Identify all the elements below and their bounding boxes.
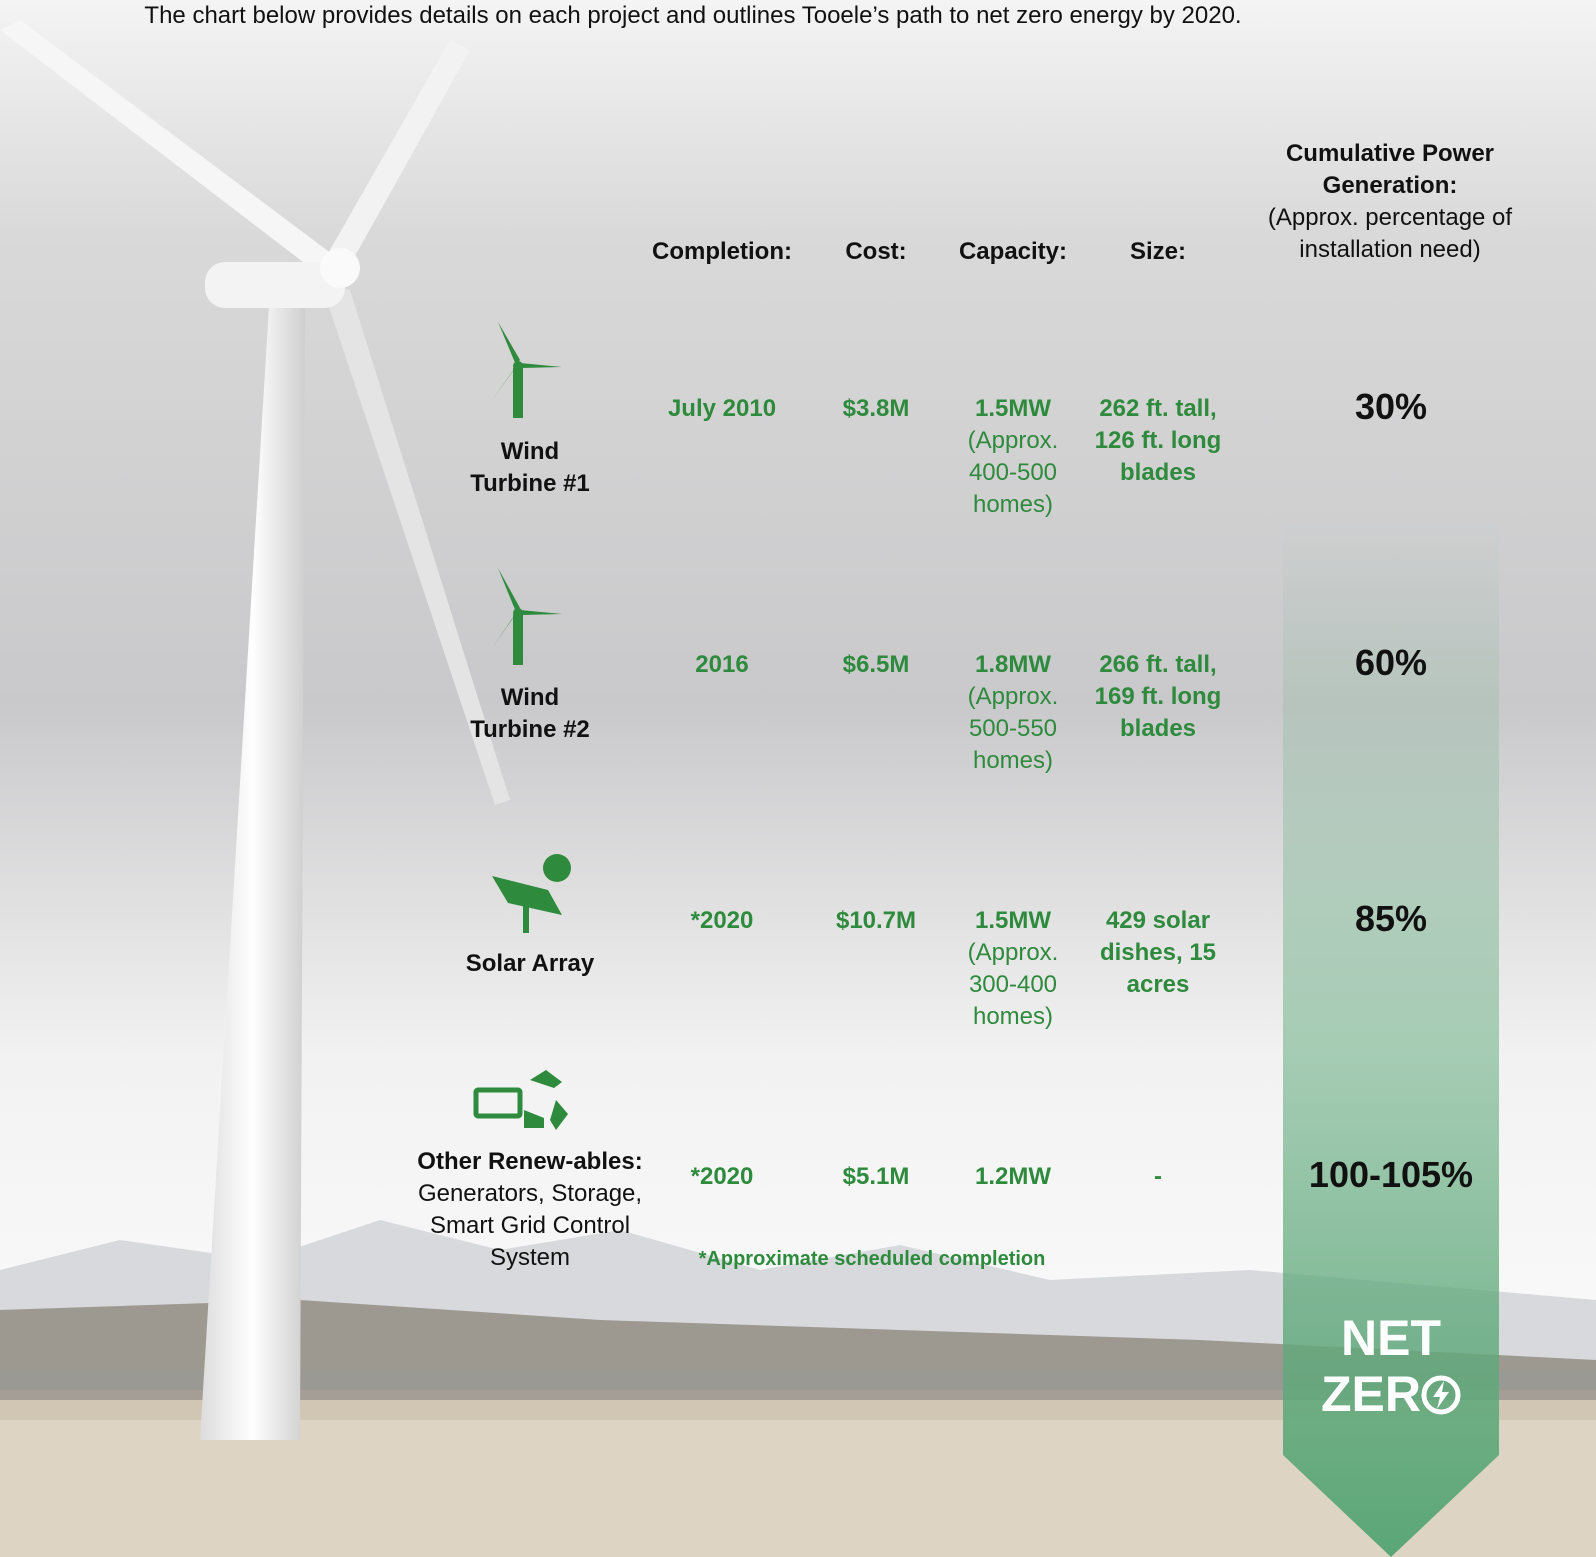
header: Completion: [652, 236, 792, 268]
project-line: Turbine #1 [405, 468, 655, 500]
cost: $3.8M [843, 393, 910, 425]
page: The chart below provides details on each… [0, 0, 1596, 1557]
project: Other Renew-ables: Generators, Storage, … [405, 1146, 655, 1274]
size: 429 solar dishes, 15 acres [1083, 905, 1233, 1001]
cost: $6.5M [843, 649, 910, 681]
capacity: 1.2MW [958, 1161, 1068, 1193]
intro: The chart below provides details on each… [144, 0, 1241, 32]
badge-line: NET [1321, 1310, 1461, 1366]
cumulative: 30% [1355, 391, 1427, 423]
size: 262 ft. tall, 126 ft. long blades [1083, 393, 1233, 489]
project-line: Solar Array [405, 948, 655, 980]
completion: 2016 [695, 649, 748, 681]
capacity-value: 1.8MW [958, 649, 1068, 681]
capacity-note: (Approx. 500-550 homes) [958, 681, 1068, 777]
bolt-icon [1421, 1375, 1461, 1415]
capacity-value: 1.5MW [958, 905, 1068, 937]
cumulative: 85% [1355, 903, 1427, 935]
completion: *2020 [691, 905, 754, 937]
project-line: Generators, Storage, Smart Grid Control … [418, 1180, 642, 1271]
cumulative: 60% [1355, 647, 1427, 679]
capacity-note: (Approx. 400-500 homes) [958, 425, 1068, 521]
size: - [1083, 1161, 1233, 1193]
badge-line: ZER [1321, 1366, 1421, 1422]
capacity-note: (Approx. 300-400 homes) [958, 937, 1068, 1033]
project-line: Turbine #2 [405, 714, 655, 746]
header: Cost: [845, 236, 906, 268]
project-line: Other Renew-ables: [417, 1148, 642, 1175]
footnote: *Approximate scheduled completion [699, 1243, 1046, 1275]
cost: $5.1M [843, 1161, 910, 1193]
capacity: 1.5MW(Approx. 400-500 homes) [958, 393, 1068, 521]
header: Capacity: [959, 236, 1067, 268]
header-group: Cumulative Power Generation: (Approx. pe… [1260, 138, 1520, 266]
completion: *2020 [691, 1161, 754, 1193]
capacity-value: 1.5MW [958, 393, 1068, 425]
cumulative: 100-105% [1309, 1159, 1473, 1191]
badge: NET ZER [1321, 1310, 1461, 1422]
header-note: (Approx. percentage of installation need… [1260, 202, 1520, 266]
capacity: 1.8MW(Approx. 500-550 homes) [958, 649, 1068, 777]
header: Size: [1130, 236, 1186, 268]
header: Cumulative Power Generation: [1260, 138, 1520, 202]
cost: $10.7M [836, 905, 916, 937]
completion: July 2010 [668, 393, 776, 425]
project-line: Wind [405, 436, 655, 468]
size: 266 ft. tall, 169 ft. long blades [1083, 649, 1233, 745]
project: Solar Array [405, 948, 655, 980]
capacity: 1.5MW(Approx. 300-400 homes) [958, 905, 1068, 1033]
project-line: Wind [405, 682, 655, 714]
capacity-value: 1.2MW [958, 1161, 1068, 1193]
